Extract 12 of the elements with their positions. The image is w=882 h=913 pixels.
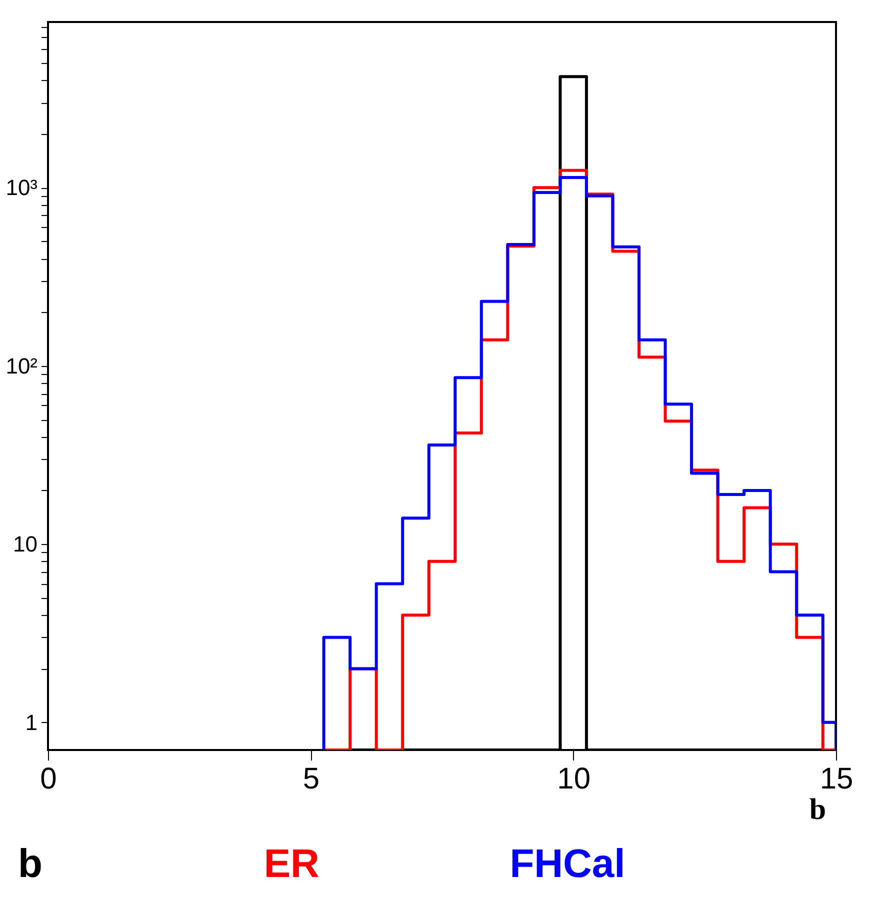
y-tick-label: 10³	[6, 175, 38, 200]
text: ER	[264, 842, 320, 886]
x-tick-label: 10	[557, 762, 591, 796]
x-tick-label: 0	[40, 762, 57, 796]
text: FHCal	[510, 842, 626, 886]
text: b	[18, 842, 42, 886]
x-axis-title: b	[809, 793, 826, 826]
y-tick-label: 10	[13, 532, 38, 557]
y-tick-label: 1	[25, 710, 38, 735]
x-tick-label: 5	[302, 762, 320, 796]
y-tick-label: 10²	[6, 353, 38, 378]
x-tick-label: 15	[820, 762, 854, 796]
